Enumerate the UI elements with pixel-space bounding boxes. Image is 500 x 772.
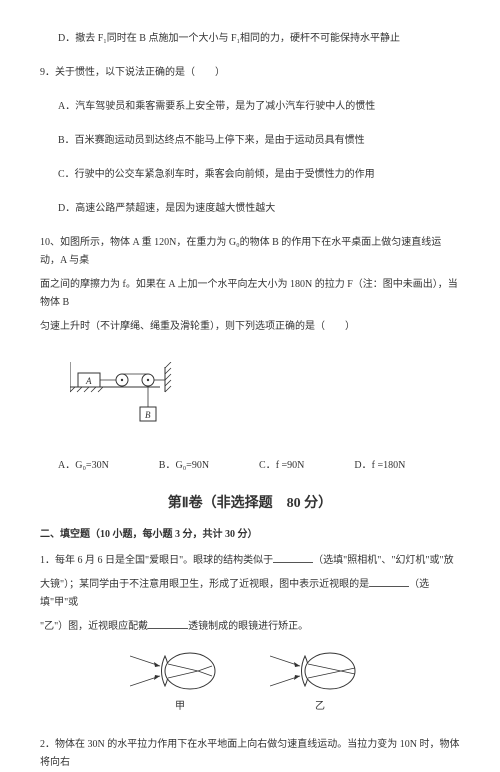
q10-stem-line2: 面之间的摩擦力为 f。如果在 A 上加一个水平向左大小为 180N 的拉力 F（… (40, 276, 460, 312)
eye-figures: 甲 乙 (40, 646, 460, 716)
fill1-l1a: 1．每年 6 月 6 日是全国"爱眼日"。眼球的结构类似于 (40, 555, 273, 566)
spacer (40, 122, 460, 132)
q9-optB: B．百米赛跑运动员到达终点不能马上停下来，是由于运动员具有惯性 (40, 132, 460, 150)
q10-optB: B．G₀=90N (159, 457, 209, 475)
fill1-line1: 1．每年 6 月 6 日是全国"爱眼日"。眼球的结构类似于 （选填"照相机"、"幻… (40, 552, 460, 570)
spacer (40, 726, 460, 736)
q10-options: A．G₀=30N B．G₀=90N C．f =90N D．f =180N (40, 457, 460, 475)
fill1-line3: "乙"）图，近视眼应配戴 透镜制成的眼镜进行矫正。 (40, 618, 460, 636)
q10-optC: C．f =90N (259, 457, 304, 475)
spacer (40, 342, 460, 362)
svg-text:B: B (145, 410, 151, 420)
fill2-line1: 2．物体在 30N 的水平拉力作用下在水平地面上向右做匀速直线运动。当拉力变为 … (40, 736, 460, 772)
q10-stem-line1: 10、如图所示，物体 A 重 120N，在重力为 G₀的物体 B 的作用下在水平… (40, 234, 460, 270)
blank (148, 619, 188, 629)
q10-optA: A．G₀=30N (58, 457, 109, 475)
eye-figure-jia: 甲 (130, 646, 230, 716)
q10-figure: A B (40, 362, 460, 439)
svg-text:A: A (85, 376, 92, 386)
blank (369, 577, 409, 587)
section2-title: 第Ⅱ卷（非选择题 80 分） (40, 491, 460, 516)
q9-optD: D．高速公路严禁超速，是因为速度越大惯性越大 (40, 200, 460, 218)
fig-label-jia: 甲 (175, 698, 185, 716)
spacer (40, 88, 460, 98)
spacer (40, 439, 460, 449)
spacer (40, 156, 460, 166)
fill1-l1b: （选填"照相机"、"幻灯机"或"放 (313, 555, 453, 566)
eye-figure-yi: 乙 (270, 646, 370, 716)
q9-optC: C．行驶中的公交车紧急刹车时，乘客会向前倾，是由于受惯性力的作用 (40, 166, 460, 184)
q9-optA: A．汽车驾驶员和乘客需要系上安全带，是为了减小汽车行驶中人的惯性 (40, 98, 460, 116)
fill1-l3a: "乙"）图，近视眼应配戴 (40, 621, 148, 632)
q10-optD: D．f =180N (354, 457, 405, 475)
blank (273, 553, 313, 563)
spacer (40, 190, 460, 200)
spacer (40, 54, 460, 64)
q10-stem-line3: 匀速上升时（不计摩绳、绳重及滑轮重），则下列选项正确的是（ ） (40, 318, 460, 336)
fig-label-yi: 乙 (315, 698, 325, 716)
q8-optD: D．撤去 F₁同时在 B 点施加一个大小与 F₁相同的力，硬杆不可能保持水平静止 (40, 30, 460, 48)
spacer (40, 224, 460, 234)
fill1-l2a: 大镜"）；某同学由于不注意用眼卫生，形成了近视眼，图中表示近视眼的是 (40, 579, 369, 590)
q9-stem: 9．关于惯性，以下说法正确的是（ ） (40, 64, 460, 82)
fill1-line2: 大镜"）；某同学由于不注意用眼卫生，形成了近视眼，图中表示近视眼的是（选填"甲"… (40, 576, 460, 612)
fill1-l3b: 透镜制成的眼镜进行矫正。 (188, 621, 308, 632)
section2-heading: 二、填空题（10 小题，每小题 3 分，共计 30 分） (40, 526, 460, 544)
